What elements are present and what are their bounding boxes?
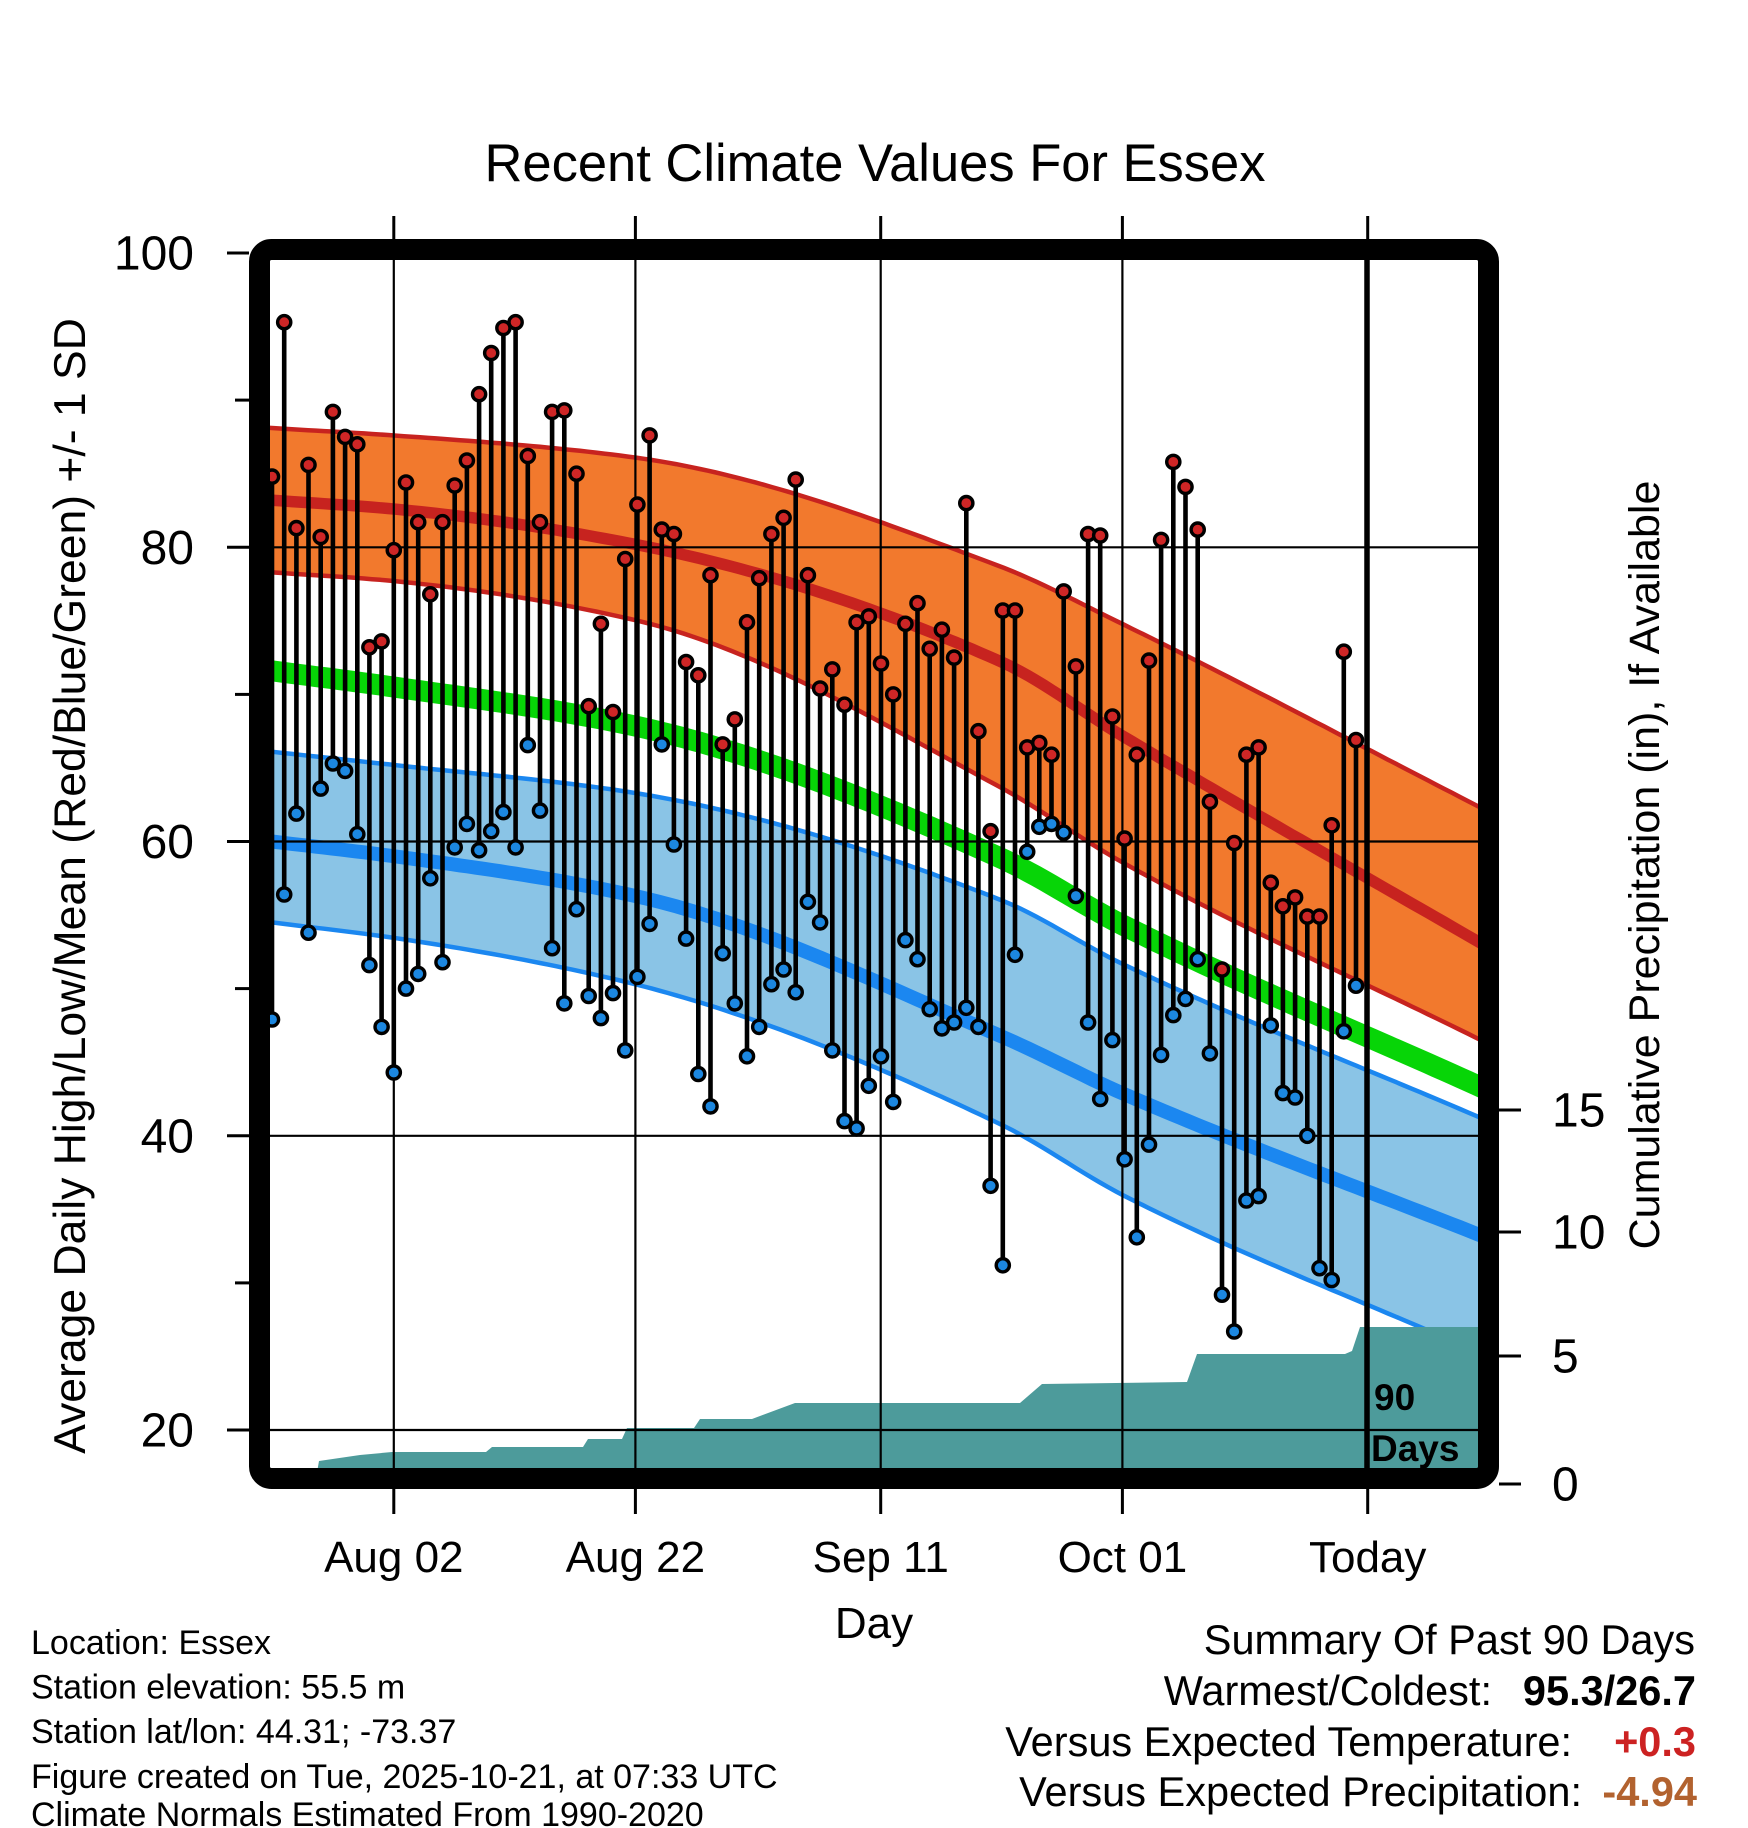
svg-text:10: 10 [1552, 1207, 1605, 1260]
svg-text:Climate Normals Estimated From: Climate Normals Estimated From 1990-2020 [31, 1796, 704, 1828]
svg-text:Summary Of Past 90 Days: Summary Of Past 90 Days [1204, 1616, 1695, 1663]
svg-text:Warmest/Coldest:: Warmest/Coldest: [1164, 1667, 1492, 1714]
svg-text:Aug 22: Aug 22 [566, 1533, 705, 1582]
svg-text:Recent Climate Values For Esse: Recent Climate Values For Essex [485, 134, 1266, 193]
svg-text:Aug 02: Aug 02 [324, 1533, 463, 1582]
svg-text:80: 80 [141, 522, 194, 575]
svg-text:Average Daily High/Low/Mean (R: Average Daily High/Low/Mean (Red/Blue/Gr… [46, 318, 95, 1454]
svg-text:40: 40 [141, 1110, 194, 1163]
svg-text:-4.94: -4.94 [1602, 1768, 1697, 1815]
svg-text:Station lat/lon: 44.31; -73.37: Station lat/lon: 44.31; -73.37 [31, 1713, 456, 1751]
svg-text:20: 20 [141, 1405, 194, 1458]
svg-text:Station elevation: 55.5 m: Station elevation: 55.5 m [31, 1669, 405, 1707]
svg-text:15: 15 [1552, 1085, 1605, 1138]
svg-text:95.3/26.7: 95.3/26.7 [1523, 1667, 1696, 1714]
svg-text:Today: Today [1309, 1533, 1426, 1582]
svg-text:5: 5 [1552, 1331, 1579, 1384]
svg-text:Day: Day [835, 1599, 913, 1648]
svg-text:Versus Expected Temperature:: Versus Expected Temperature: [1005, 1718, 1572, 1765]
svg-text:Location: Essex: Location: Essex [31, 1624, 271, 1662]
svg-text:0: 0 [1552, 1459, 1579, 1512]
svg-text:+0.3: +0.3 [1614, 1718, 1696, 1765]
svg-text:Versus Expected Precipitation:: Versus Expected Precipitation: [1019, 1768, 1582, 1815]
svg-text:Figure created on Tue, 2025-10: Figure created on Tue, 2025-10-21, at 07… [31, 1758, 778, 1796]
svg-text:100: 100 [114, 228, 194, 281]
svg-text:Days: Days [1371, 1428, 1459, 1469]
svg-text:90: 90 [1374, 1377, 1415, 1418]
svg-text:60: 60 [141, 816, 194, 869]
svg-text:Oct 01: Oct 01 [1058, 1533, 1188, 1582]
svg-text:Cumulative Precipitation (in),: Cumulative Precipitation (in), If Availa… [1621, 481, 1669, 1250]
svg-text:Sep 11: Sep 11 [813, 1533, 949, 1582]
